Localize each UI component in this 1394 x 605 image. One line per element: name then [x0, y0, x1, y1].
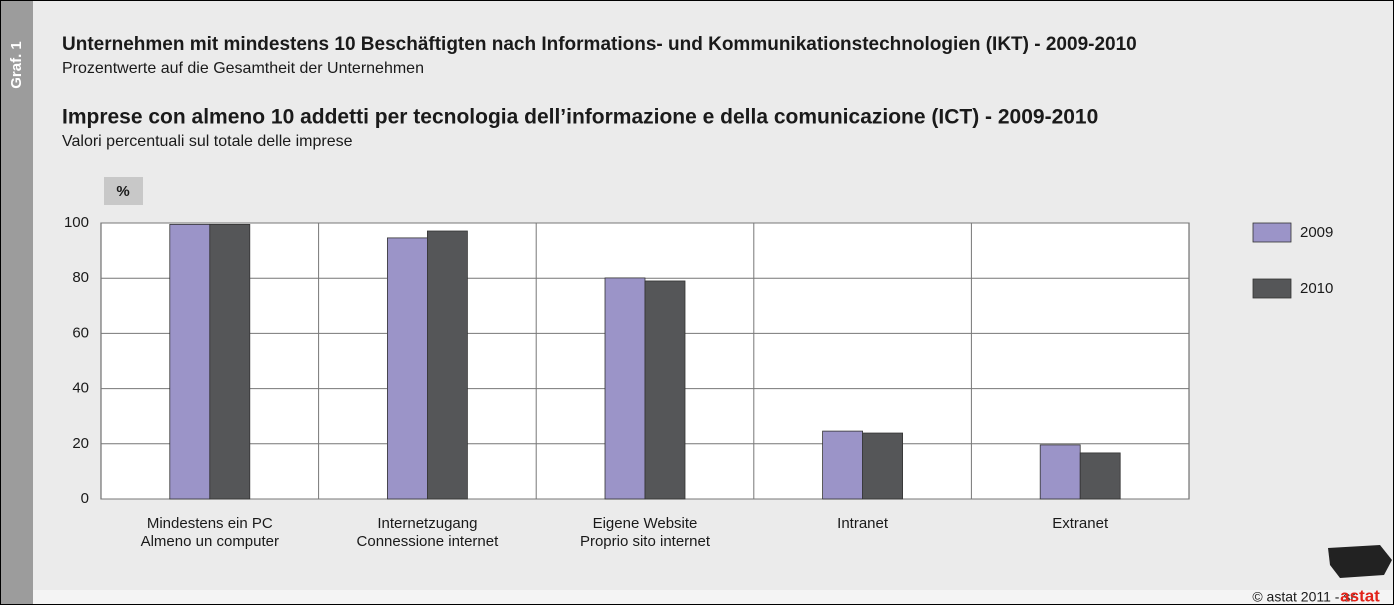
legend-label: 2009 [1300, 224, 1333, 241]
bar [1079, 452, 1121, 500]
bar [862, 432, 903, 500]
x-tick-label: Almeno un computer [141, 533, 279, 550]
footer-band [1, 590, 1393, 604]
y-tick-label: 60 [72, 324, 89, 341]
credit: © astat 2011 - sr [1252, 589, 1355, 605]
x-tick-label: Proprio sito internet [580, 533, 711, 550]
x-tick-label: Internetzugang [377, 515, 477, 532]
x-tick-label: Intranet [837, 515, 889, 532]
chart-subtitle: Prozentwerte auf die Gesamtheit der Unte… [62, 60, 424, 77]
x-tick-label: Extranet [1052, 515, 1109, 532]
y-tick-label: 100 [64, 214, 89, 231]
bar [1039, 444, 1081, 500]
x-tick-label: Mindestens ein PC [147, 515, 273, 532]
bar [604, 277, 646, 500]
bar [426, 230, 468, 500]
y-tick-label: 80 [72, 269, 89, 286]
bar [822, 430, 863, 500]
legend-swatch [1252, 222, 1292, 243]
y-tick-label: 0 [81, 490, 89, 507]
y-label-box [104, 177, 143, 205]
y-axis-label: % [116, 183, 129, 200]
chart-subtitle-it: Valori percentuali sul totale delle impr… [62, 133, 353, 150]
bar [209, 223, 251, 500]
legend-swatch [1252, 278, 1292, 299]
chart-title: Unternehmen mit mindestens 10 Beschäftig… [62, 34, 1137, 55]
logo: astat [1340, 586, 1380, 605]
y-tick-label: 20 [72, 435, 89, 452]
bar [644, 280, 686, 500]
bar [169, 223, 211, 500]
chart-title-it: Imprese con almeno 10 addetti per tecnol… [62, 106, 1098, 129]
legend-label: 2010 [1300, 280, 1333, 297]
x-tick-label: Eigene Website [593, 515, 698, 532]
y-tick-label: 40 [72, 380, 89, 397]
side-label: Graf. 1 [8, 41, 25, 89]
side-strip [1, 1, 33, 604]
bar [386, 237, 428, 500]
logo-mark [1328, 545, 1392, 578]
x-tick-label: Connessione internet [357, 533, 500, 550]
